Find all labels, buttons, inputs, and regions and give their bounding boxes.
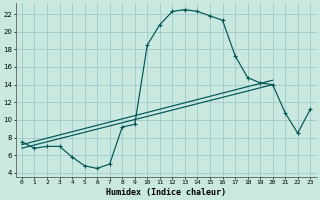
X-axis label: Humidex (Indice chaleur): Humidex (Indice chaleur) [106,188,226,197]
